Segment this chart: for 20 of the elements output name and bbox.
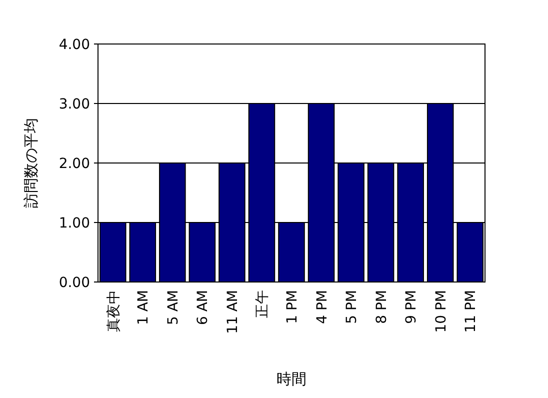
x-tick-label: 真夜中 — [106, 290, 122, 332]
x-tick-label: 6 AM — [195, 290, 212, 326]
x-tick-label: 正午 — [254, 290, 271, 318]
x-tick-label: 4 PM — [314, 290, 330, 324]
x-axis-title: 時間 — [276, 370, 306, 388]
x-tick-label: 11 PM — [463, 290, 480, 333]
y-tick-label: 3.00 — [58, 96, 90, 112]
x-tick-label: 11 AM — [224, 290, 241, 334]
x-tick-label: 1 PM — [284, 290, 300, 324]
y-tick-label: 0.00 — [58, 275, 90, 291]
x-tick-label: 9 PM — [404, 290, 420, 324]
x-tick-label: 8 PM — [374, 290, 390, 324]
x-tick-label: 10 PM — [433, 290, 450, 333]
y-tick-label: 4.00 — [58, 37, 90, 53]
x-tick-label: 5 PM — [344, 290, 360, 324]
x-tick-label: 5 AM — [165, 290, 182, 326]
x-tick-label: 1 AM — [136, 290, 152, 326]
y-tick-label: 2.00 — [58, 156, 90, 172]
y-axis-title: 訪問数の平均 — [22, 118, 40, 208]
y-tick-label: 1.00 — [58, 216, 90, 232]
